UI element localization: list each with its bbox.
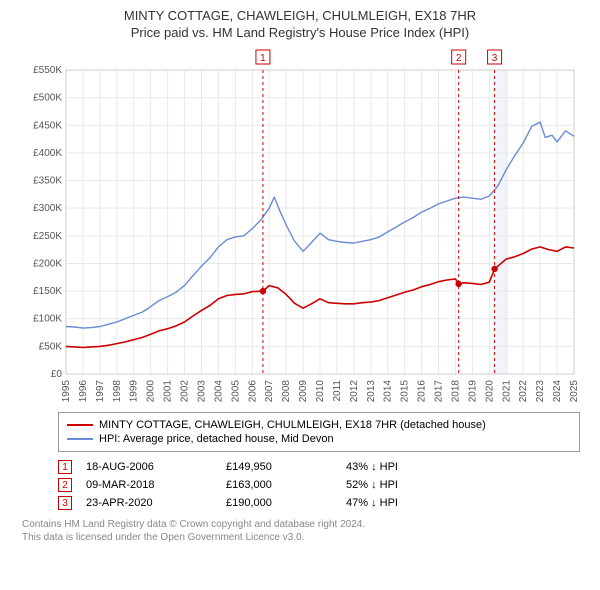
footer-line2: This data is licensed under the Open Gov…: [22, 531, 580, 544]
legend: MINTY COTTAGE, CHAWLEIGH, CHULMLEIGH, EX…: [58, 412, 580, 452]
svg-text:1999: 1999: [129, 380, 140, 403]
legend-row-hpi: HPI: Average price, detached house, Mid …: [67, 433, 571, 445]
svg-text:2007: 2007: [264, 380, 275, 403]
svg-text:£0: £0: [51, 369, 63, 380]
footer: Contains HM Land Registry data © Crown c…: [22, 518, 580, 544]
sale-row: 3 23-APR-2020 £190,000 47% ↓ HPI: [58, 496, 580, 510]
legend-swatch-hpi: [67, 438, 93, 440]
sale-delta: 52% ↓ HPI: [346, 479, 466, 491]
svg-text:2023: 2023: [535, 380, 546, 403]
svg-text:2010: 2010: [315, 380, 326, 403]
svg-text:2005: 2005: [230, 380, 241, 403]
chart-svg: £0 £50K £100K £150K £200K £250K £300K £350K £400…: [20, 46, 580, 406]
price-chart: £0 £50K £100K £150K £200K £250K £300K £350K £400…: [20, 46, 580, 406]
svg-text:£450K: £450K: [33, 120, 62, 131]
sale-date: 18-AUG-2006: [86, 461, 226, 473]
sale-date: 23-APR-2020: [86, 497, 226, 509]
svg-text:£550K: £550K: [33, 65, 62, 76]
svg-text:1998: 1998: [112, 380, 123, 403]
svg-text:£250K: £250K: [33, 231, 62, 242]
svg-text:2011: 2011: [332, 380, 343, 402]
svg-text:2006: 2006: [247, 380, 258, 403]
svg-text:£300K: £300K: [33, 203, 62, 214]
legend-swatch-property: [67, 424, 93, 426]
svg-text:1995: 1995: [61, 380, 72, 403]
svg-text:2024: 2024: [552, 380, 563, 403]
sale-price: £190,000: [226, 497, 346, 509]
svg-text:2004: 2004: [213, 380, 224, 403]
svg-text:2019: 2019: [467, 380, 478, 403]
sale-row: 2 09-MAR-2018 £163,000 52% ↓ HPI: [58, 478, 580, 492]
svg-text:2008: 2008: [281, 380, 292, 403]
sale-price: £149,950: [226, 461, 346, 473]
sale-marker-3: 3: [58, 496, 72, 510]
chart-title: MINTY COTTAGE, CHAWLEIGH, CHULMLEIGH, EX…: [10, 8, 590, 23]
svg-text:£400K: £400K: [33, 148, 62, 159]
svg-text:1997: 1997: [95, 380, 106, 403]
svg-text:2003: 2003: [196, 380, 207, 403]
sale-delta: 47% ↓ HPI: [346, 497, 466, 509]
svg-text:3: 3: [492, 53, 498, 64]
svg-text:£200K: £200K: [33, 258, 62, 269]
sale-marker-1: 1: [58, 460, 72, 474]
sale-price: £163,000: [226, 479, 346, 491]
svg-text:2012: 2012: [349, 380, 360, 403]
sale-delta: 43% ↓ HPI: [346, 461, 466, 473]
sale-marker-2: 2: [58, 478, 72, 492]
chart-subtitle: Price paid vs. HM Land Registry's House …: [10, 25, 590, 40]
sale-date: 09-MAR-2018: [86, 479, 226, 491]
svg-text:2015: 2015: [400, 380, 411, 403]
sale-row: 1 18-AUG-2006 £149,950 43% ↓ HPI: [58, 460, 580, 474]
footer-line1: Contains HM Land Registry data © Crown c…: [22, 518, 580, 531]
svg-text:2020: 2020: [484, 380, 495, 403]
svg-text:2022: 2022: [518, 380, 529, 403]
svg-text:2009: 2009: [298, 380, 309, 403]
svg-text:2001: 2001: [163, 380, 174, 403]
svg-text:2014: 2014: [383, 380, 394, 403]
svg-text:1: 1: [260, 53, 266, 64]
svg-text:2017: 2017: [434, 380, 445, 403]
svg-text:2013: 2013: [366, 380, 377, 403]
svg-text:2018: 2018: [450, 380, 461, 403]
svg-text:2016: 2016: [417, 380, 428, 403]
sales-table: 1 18-AUG-2006 £149,950 43% ↓ HPI 2 09-MA…: [58, 460, 580, 510]
svg-text:2021: 2021: [501, 380, 512, 403]
svg-text:2000: 2000: [146, 380, 157, 403]
svg-text:£500K: £500K: [33, 93, 62, 104]
svg-text:1996: 1996: [78, 380, 89, 403]
svg-text:2002: 2002: [180, 380, 191, 403]
svg-text:2025: 2025: [569, 380, 580, 403]
svg-text:£50K: £50K: [39, 341, 63, 352]
svg-text:£150K: £150K: [33, 286, 62, 297]
svg-text:£100K: £100K: [33, 314, 62, 325]
svg-text:£350K: £350K: [33, 176, 62, 187]
svg-text:2: 2: [456, 53, 462, 64]
legend-label-hpi: HPI: Average price, detached house, Mid …: [99, 433, 334, 445]
legend-row-property: MINTY COTTAGE, CHAWLEIGH, CHULMLEIGH, EX…: [67, 419, 571, 431]
legend-label-property: MINTY COTTAGE, CHAWLEIGH, CHULMLEIGH, EX…: [99, 419, 486, 431]
